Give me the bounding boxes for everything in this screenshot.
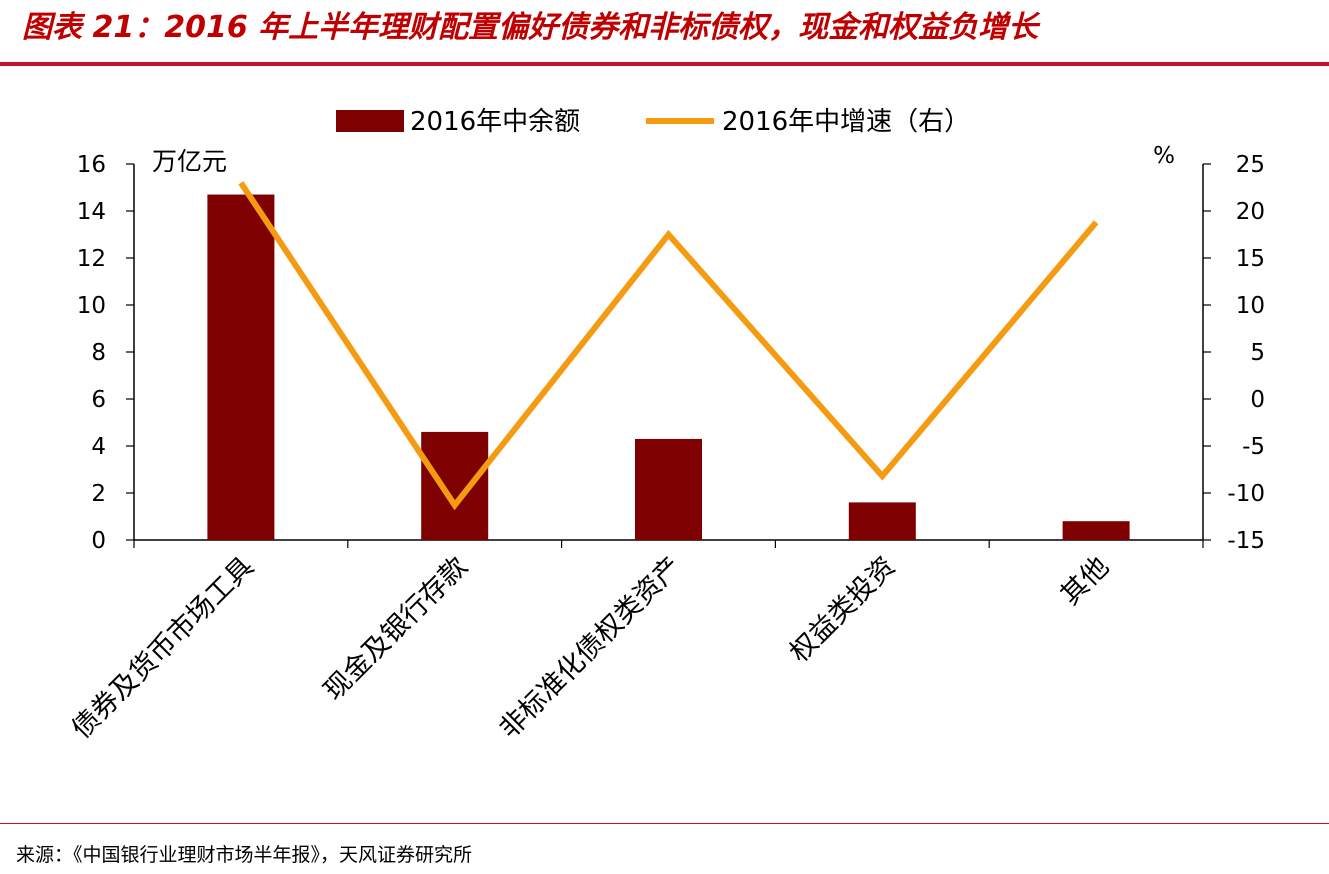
legend-label-bar: 2016年中余额 [410,107,580,137]
right-y-tick-label: -10 [1227,481,1265,507]
bar [421,431,489,540]
right-y-tick-label: 5 [1250,340,1265,366]
left-y-tick-label: 6 [91,387,106,413]
left-y-tick-label: 8 [91,340,106,366]
right-y-tick-label: 10 [1236,293,1265,319]
right-y-tick-label: 20 [1236,199,1265,225]
right-axis-unit-label: % [1153,143,1175,169]
right-y-tick-label: 25 [1236,152,1265,178]
left-y-tick-label: 4 [91,434,106,460]
category-label: 非标准化债权类资产 [494,551,688,745]
source-rule [0,823,1329,824]
left-axis-unit-label: 万亿元 [152,147,227,176]
category-label: 债券及货币市场工具 [66,551,260,745]
bar [1062,521,1130,540]
source-note: 来源：《中国银行业理财市场半年报》，天风证券研究所 [16,844,473,866]
chart: 0 2 4 6 8 10 12 14 16 -15 -10 -5 0 5 10 15 20 25 债券及货币市场工具… [66,107,1265,745]
left-y-tick-label: 16 [77,152,106,178]
category-label: 权益类投资 [784,551,901,668]
left-y-tick-label: 12 [77,246,106,272]
right-y-tick-label: -15 [1227,528,1265,554]
left-y-tick-label: 2 [91,481,106,507]
right-y-tick-label: 15 [1236,246,1265,272]
bar [207,194,275,541]
left-y-tick-label: 14 [77,199,106,225]
bar [635,438,702,540]
left-y-tick-label: 10 [77,293,106,319]
title-rule [0,62,1329,66]
left-y-tick-label: 0 [91,528,106,554]
category-label: 其他 [1055,551,1115,611]
bar [848,502,916,540]
legend-swatch-bar [336,110,404,132]
legend-label-line: 2016年中增速（右） [722,107,970,137]
right-y-tick-label: -5 [1242,434,1265,460]
figure-title: 图表 21：2016 年上半年理财配置偏好债券和非标债权，现金和权益负增长 [22,10,1039,45]
right-y-tick-label: 0 [1250,387,1265,413]
category-label: 现金及银行存款 [318,551,474,707]
